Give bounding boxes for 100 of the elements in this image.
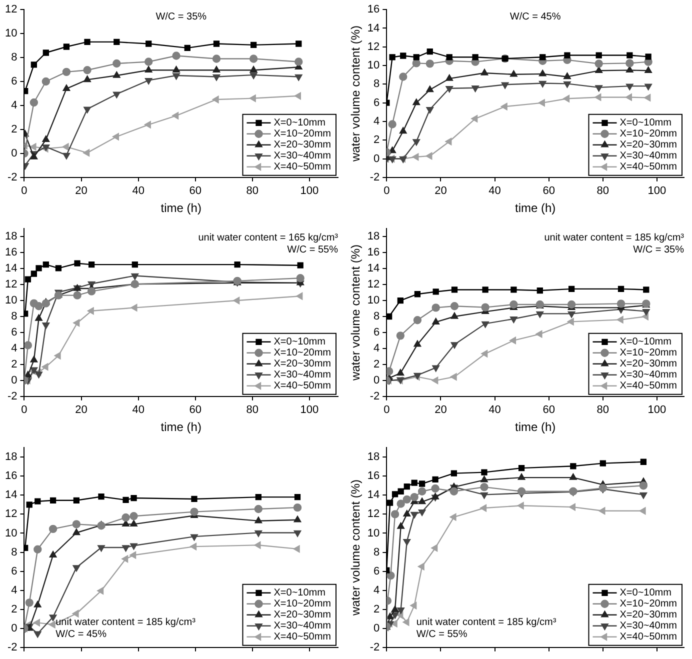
x-tick-label: 100 [300, 404, 319, 416]
y-tick-label: -2 [7, 390, 18, 402]
legend-label: X=20~30mm [620, 358, 678, 370]
y-tick-label: 6 [374, 96, 380, 109]
legend-label: X=0~10mm [620, 336, 672, 348]
y-tick-label: 14 [367, 22, 380, 34]
legend-label: X=30~40mm [274, 150, 332, 162]
y-tick-label: 14 [4, 262, 18, 275]
y-axis-title: water volume content (%) [348, 25, 363, 163]
y-tick-label: 4 [374, 116, 380, 128]
y-tick-label: 12 [367, 508, 380, 520]
legend-label: X=10~20mm [274, 598, 332, 610]
legend-label: X=20~30mm [274, 610, 332, 621]
y-tick-label: 18 [367, 451, 380, 464]
x-axis-title: time (h) [514, 201, 556, 216]
annotation: unit water content = 165 kg/cm³ [198, 232, 339, 244]
legend-label: X=40~50mm [620, 632, 678, 643]
x-tick-label: 40 [132, 185, 144, 198]
legend-label: X=20~30mm [620, 140, 678, 151]
legend-label: X=20~30mm [620, 610, 678, 621]
x-tick-label: 60 [542, 404, 555, 416]
y-tick-label: 2 [11, 358, 18, 370]
y-tick-label: 0 [374, 622, 380, 634]
annotation: W/C = 35% [156, 11, 207, 22]
annotation: unit water content = 185 kg/cm³ [56, 617, 196, 628]
legend-label: X=0~10mm [274, 588, 326, 599]
legend-label: X=30~40mm [620, 150, 678, 162]
legend-label: X=40~50mm [620, 162, 678, 173]
y-tick-label: 12 [4, 508, 18, 520]
legend-label: X=0~10mm [274, 336, 326, 348]
y-tick-label: -2 [7, 641, 18, 654]
y-tick-label: 8 [374, 546, 380, 558]
y-tick-label: 16 [367, 470, 380, 482]
y-tick-label: 2 [11, 603, 18, 616]
y-tick-label: 12 [367, 40, 380, 53]
y-tick-label: 16 [367, 4, 380, 16]
y-tick-label: 8 [11, 546, 18, 558]
annotation: W/C = 35% [633, 244, 684, 256]
x-tick-label: 20 [75, 404, 88, 416]
legend-label: X=10~20mm [620, 128, 678, 140]
x-tick-label: 0 [384, 185, 390, 198]
y-tick-label: -2 [370, 641, 380, 654]
y-tick-label: 12 [4, 278, 18, 291]
y-tick-label: 6 [11, 326, 18, 339]
y-tick-label: 6 [374, 565, 380, 578]
x-tick-label: 80 [246, 404, 259, 416]
y-tick-label: 8 [374, 78, 380, 90]
x-tick-label: 40 [488, 404, 501, 416]
annotation: unit water content = 185 kg/cm³ [416, 617, 557, 628]
y-tick-label: 4 [374, 342, 380, 354]
y-tick-label: 16 [4, 246, 18, 259]
y-tick-label: 8 [11, 52, 18, 64]
y-tick-label: 10 [4, 28, 18, 40]
x-tick-label: 60 [542, 185, 555, 198]
y-tick-label: 4 [374, 584, 380, 596]
legend-label: X=10~20mm [620, 598, 678, 610]
y-tick-label: 6 [11, 565, 18, 578]
x-tick-label: 0 [21, 185, 28, 198]
legend-label: X=10~20mm [274, 348, 332, 359]
y-tick-label: 12 [4, 4, 18, 16]
y-tick-label: 16 [367, 246, 380, 259]
y-tick-label: 0 [11, 374, 18, 386]
legend-label: X=30~40mm [274, 370, 332, 381]
legend-label: X=20~30mm [274, 358, 332, 370]
annotation: W/C = 55% [416, 629, 468, 640]
y-tick-label: 12 [367, 278, 380, 291]
y-tick-label: 2 [374, 603, 380, 616]
x-axis-title: time (h) [160, 201, 202, 216]
y-tick-label: -2 [370, 390, 380, 402]
annotation: W/C = 55% [287, 244, 338, 256]
x-tick-label: 0 [21, 404, 28, 416]
legend-label: X=0~10mm [620, 588, 672, 599]
x-tick-label: 40 [132, 404, 144, 416]
x-tick-label: 40 [488, 185, 501, 198]
legend-label: X=40~50mm [274, 162, 332, 173]
x-tick-label: 60 [189, 404, 202, 416]
x-tick-label: 80 [596, 404, 610, 416]
legend-label: X=30~40mm [620, 370, 678, 381]
y-tick-label: 4 [11, 100, 18, 112]
y-tick-label: 0 [374, 374, 380, 386]
x-tick-label: 100 [648, 185, 666, 198]
y-tick-label: 8 [374, 310, 380, 323]
x-tick-label: 60 [189, 185, 202, 198]
legend-label: X=10~20mm [274, 128, 332, 140]
y-tick-label: 8 [11, 310, 18, 323]
x-tick-label: 100 [300, 185, 319, 198]
y-tick-label: 2 [11, 123, 18, 136]
legend-label: X=40~50mm [274, 632, 332, 643]
y-tick-label: 14 [367, 489, 380, 502]
y-tick-label: 10 [4, 527, 18, 540]
x-tick-label: 80 [596, 185, 610, 198]
y-tick-label: 2 [374, 358, 380, 370]
y-tick-label: 10 [367, 527, 380, 540]
legend-label: X=20~30mm [274, 140, 332, 151]
y-tick-label: 0 [11, 622, 18, 634]
y-tick-label: 10 [367, 60, 380, 72]
x-tick-label: 100 [648, 404, 666, 416]
annotation: unit water content = 185 kg/cm³ [544, 232, 685, 244]
y-tick-label: 4 [11, 584, 18, 596]
x-axis-title: time (h) [160, 420, 202, 434]
